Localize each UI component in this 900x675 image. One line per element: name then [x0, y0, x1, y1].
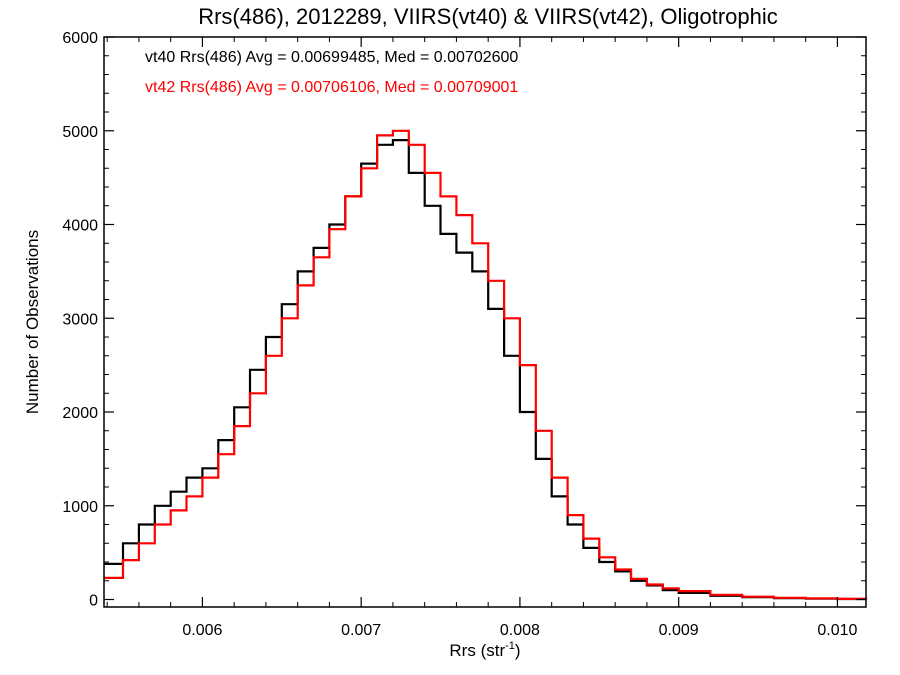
- y-tick-label: 3000: [62, 311, 98, 328]
- series-layer: [104, 129, 868, 601]
- y-axis: 0 1000 2000 3000 4000 5000 6000: [62, 30, 866, 610]
- x-tick-label: 0.009: [659, 622, 699, 639]
- x-axis-label-sup: -1: [505, 640, 515, 652]
- x-axis-label-text: Rrs (str: [449, 641, 505, 660]
- y-tick-label: 2000: [62, 405, 98, 422]
- y-tick-label: 4000: [62, 218, 98, 235]
- y-tick-label: 5000: [62, 124, 98, 141]
- x-axis-label-close: ): [515, 641, 521, 660]
- y-tick-label: 1000: [62, 499, 98, 516]
- x-axis-label: Rrs (str-1): [449, 640, 520, 660]
- x-axis: 0.006 0.007 0.008 0.009 0.010: [106, 37, 858, 639]
- plot-frame: [103, 36, 867, 608]
- x-tick-label: 0.008: [500, 622, 540, 639]
- y-tick-label: 0: [89, 593, 98, 610]
- legend-entry-vt42: vt42 Rrs(486) Avg = 0.00706106, Med = 0.…: [145, 79, 518, 96]
- x-tick-label: 0.007: [341, 622, 381, 639]
- series-line-0: [104, 139, 868, 601]
- legend: vt40 Rrs(486) Avg = 0.00699485, Med = 0.…: [145, 49, 518, 96]
- series-line-1: [104, 129, 868, 600]
- x-tick-label: 0.010: [817, 622, 857, 639]
- y-axis-label: Number of Observations: [23, 230, 42, 414]
- y-tick-label: 6000: [62, 30, 98, 47]
- legend-entry-vt40: vt40 Rrs(486) Avg = 0.00699485, Med = 0.…: [145, 49, 518, 66]
- x-tick-label: 0.006: [182, 622, 222, 639]
- chart-title: Rrs(486), 2012289, VIIRS(vt40) & VIIRS(v…: [198, 4, 778, 29]
